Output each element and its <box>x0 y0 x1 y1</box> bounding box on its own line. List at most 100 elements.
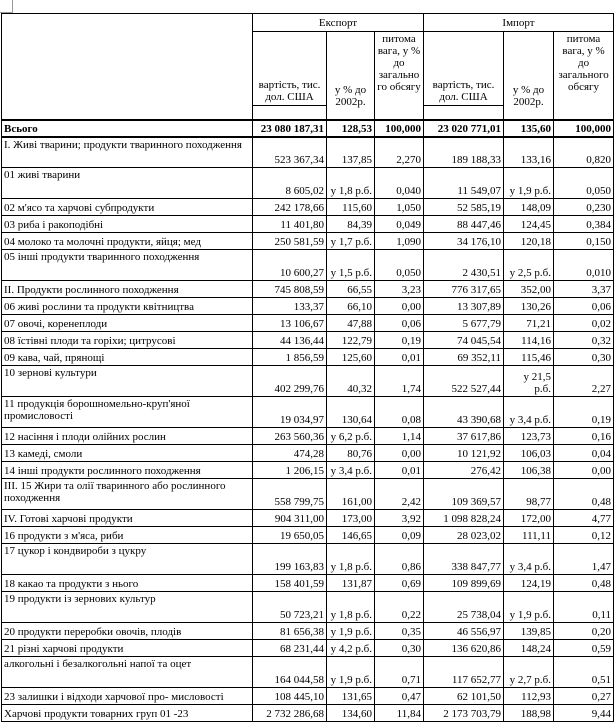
import-share-cell: 0,19 <box>553 396 614 428</box>
export-pct-cell: 161,00 <box>326 478 375 510</box>
table-row: II. Продукти рослинного походження 745 80… <box>1 280 614 298</box>
export-share-cell: 3,92 <box>373 509 425 527</box>
import-pct-cell: 352,00 <box>503 280 555 298</box>
import-value-cell: 338 847,77 <box>423 543 505 575</box>
table-row: 18 какао та продукти з нього 158 401,59 13… <box>1 574 614 592</box>
export-pct-cell: 115,60 <box>326 198 375 216</box>
import-value-cell: 46 556,97 <box>423 622 505 640</box>
row-label: Всього <box>1 118 253 138</box>
row-label: II. Продукти рослинного походження <box>1 280 253 298</box>
export-share-cell: 1,090 <box>373 232 425 250</box>
row-label: 16 продукти з м'яса, риби <box>1 526 253 544</box>
export-value-cell: 250 581,59 <box>252 232 327 250</box>
table-row: 23 залишки і відходи харчової про- мисло… <box>1 687 614 705</box>
export-share-cell: 2,270 <box>373 136 425 168</box>
row-label: 21 різні харчові продукти <box>1 639 253 657</box>
export-value-cell: 19 650,05 <box>252 526 327 544</box>
import-pct-cell: 112,93 <box>503 687 555 705</box>
import-share-cell: 0,820 <box>553 136 614 168</box>
row-label: 10 зернові культури <box>1 365 253 397</box>
export-share-cell: 1,050 <box>373 198 425 216</box>
export-value-cell: 13 106,67 <box>252 314 327 332</box>
row-label: 08 їстівні плоди та горіхи; цитрусові <box>1 331 253 349</box>
import-value-cell: 74 045,54 <box>423 331 505 349</box>
export-share-cell: 0,86 <box>373 543 425 575</box>
import-value-cell: 25 738,04 <box>423 591 505 623</box>
row-label: 09 кава, чай, прянощі <box>1 348 253 366</box>
row-label: 11 продукція борошномельно-круп'яної про… <box>1 396 253 428</box>
table-row: 03 риба і ракоподібні 11 401,80 84,39 0,049… <box>1 215 614 233</box>
import-share-cell: 100,000 <box>553 118 614 138</box>
export-value-header-text: вартість, тис. дол. США <box>253 78 326 106</box>
trade-table: Експорт Імпорт вартість, тис. дол. США у… <box>1 13 614 722</box>
import-pct-cell: 124,45 <box>503 215 555 233</box>
import-share-cell: 0,02 <box>553 314 614 332</box>
import-pct-cell: 148,24 <box>503 639 555 657</box>
export-value-cell: 1 856,59 <box>252 348 327 366</box>
import-pct-cell: 98,77 <box>503 478 555 510</box>
import-pct-cell: 135,60 <box>503 118 555 138</box>
import-value-cell: 34 176,10 <box>423 232 505 250</box>
import-share-cell: 0,06 <box>553 297 614 315</box>
import-value-cell: 1 098 828,24 <box>423 509 505 527</box>
table-row: 05 інші продукти тваринного походження 10… <box>1 249 614 281</box>
row-label: 13 камеді, смоли <box>1 444 253 462</box>
import-share-cell: 0,230 <box>553 198 614 216</box>
export-share-cell: 0,049 <box>373 215 425 233</box>
import-pct-cell: 106,03 <box>503 444 555 462</box>
export-share-cell: 11,84 <box>373 704 425 722</box>
export-share-cell: 0,09 <box>373 526 425 544</box>
row-label: IV. Готові харчові продукти <box>1 509 253 527</box>
import-share-cell: 1,47 <box>553 543 614 575</box>
export-value-cell: 474,28 <box>252 444 327 462</box>
import-pct-cell: 139,85 <box>503 622 555 640</box>
import-value-cell: 11 549,07 <box>423 167 505 199</box>
export-value-cell: 158 401,59 <box>252 574 327 592</box>
import-share-cell: 9,44 <box>553 704 614 722</box>
row-label-column-header <box>1 13 253 120</box>
sheet-corner-cell <box>0 0 13 13</box>
export-value-cell: 2 732 286,68 <box>252 704 327 722</box>
table-row: алкогольні і безалкогольні напої та оцет… <box>1 656 614 688</box>
table-row: 19 продукти із зернових культур 50 723,21… <box>1 591 614 623</box>
export-value-cell: 558 799,75 <box>252 478 327 510</box>
export-pct-cell: 80,76 <box>326 444 375 462</box>
export-share-cell: 1,14 <box>373 427 425 445</box>
table-row: 13 камеді, смоли 474,28 80,76 0,00 10 121,92… <box>1 444 614 462</box>
import-share-cell: 0,27 <box>553 687 614 705</box>
table-row: 06 живі рослини та продукти квітництва 13… <box>1 297 614 315</box>
export-value-cell: 68 231,44 <box>252 639 327 657</box>
import-share-cell: 2,27 <box>553 365 614 397</box>
row-label: 06 живі рослини та продукти квітництва <box>1 297 253 315</box>
table-row: 21 різні харчові продукти 68 231,44 у 4,2 … <box>1 639 614 657</box>
import-value-cell: 28 023,02 <box>423 526 505 544</box>
row-label: I. Живі тварини; продукти тваринного пох… <box>1 136 253 168</box>
row-label: 17 цукор і кондвироби з цукру <box>1 543 253 575</box>
table-header: Експорт Імпорт вартість, тис. дол. США у… <box>1 13 614 120</box>
row-label: 03 риба і ракоподібні <box>1 215 253 233</box>
table-row: 08 їстівні плоди та горіхи; цитрусові 44 … <box>1 331 614 349</box>
export-share-cell: 0,19 <box>373 331 425 349</box>
export-share-cell: 0,30 <box>373 639 425 657</box>
export-value-cell: 904 311,00 <box>252 509 327 527</box>
export-pct-cell: 134,60 <box>326 704 375 722</box>
export-share-header: питома вага, у % до загального обсягу <box>373 31 425 120</box>
import-share-cell: 0,150 <box>553 232 614 250</box>
import-value-cell: 117 652,77 <box>423 656 505 688</box>
row-label: Харчові продукти товарних груп 01 -23 <box>1 704 253 722</box>
import-value-header: вартість, тис. дол. США <box>423 31 505 120</box>
import-share-cell: 3,37 <box>553 280 614 298</box>
import-value-cell: 522 527,44 <box>423 365 505 397</box>
export-share-cell: 100,000 <box>373 118 425 138</box>
export-pct-cell: 84,39 <box>326 215 375 233</box>
import-value-cell: 109 369,57 <box>423 478 505 510</box>
import-share-cell: 4,77 <box>553 509 614 527</box>
export-value-cell: 108 445,10 <box>252 687 327 705</box>
export-value-cell: 263 560,36 <box>252 427 327 445</box>
export-value-cell: 199 163,83 <box>252 543 327 575</box>
import-pct-cell: 115,46 <box>503 348 555 366</box>
export-share-cell: 2,42 <box>373 478 425 510</box>
export-group-header: Експорт <box>251 13 425 32</box>
export-value-cell: 133,37 <box>252 297 327 315</box>
